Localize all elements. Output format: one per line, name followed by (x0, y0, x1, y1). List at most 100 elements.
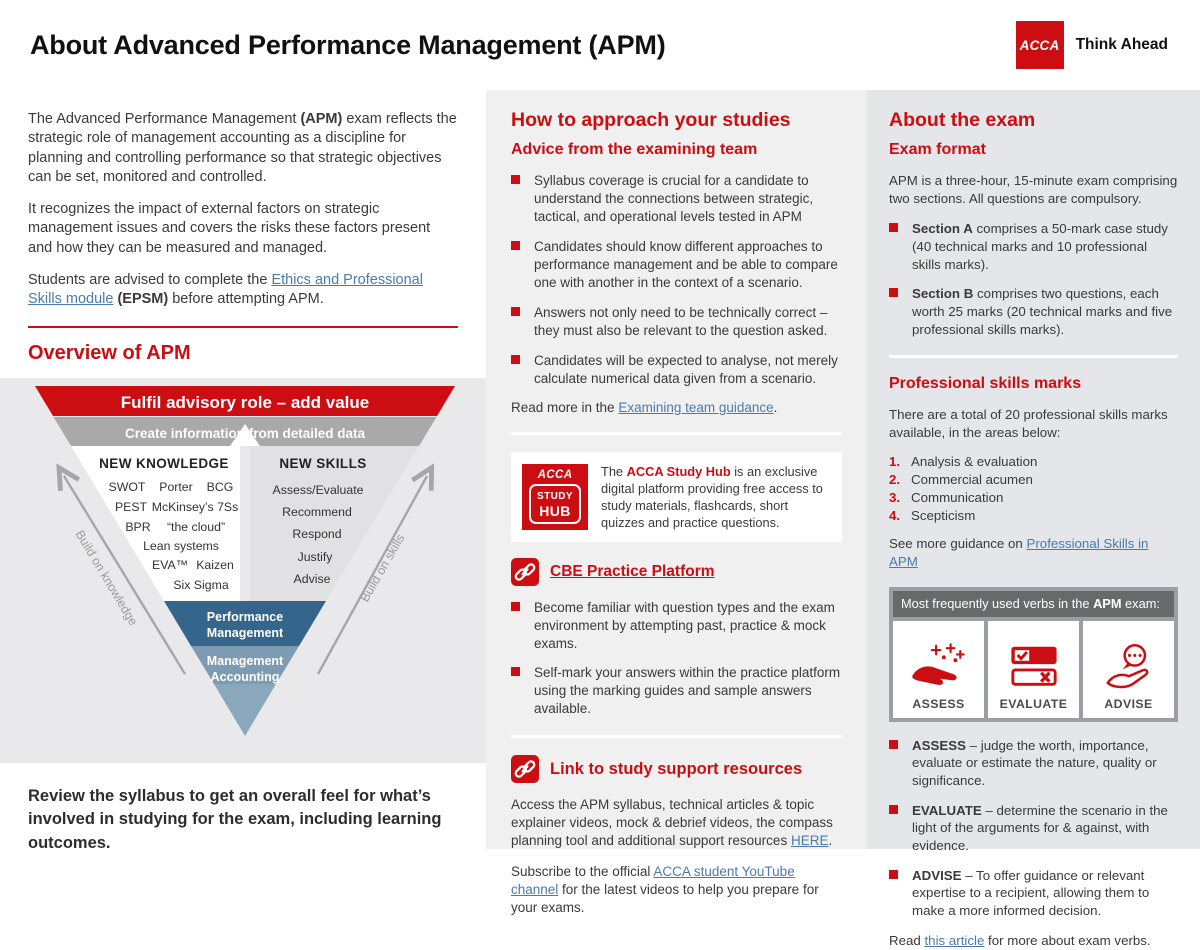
read-more-line: Read more in the Examining team guidance… (511, 400, 842, 415)
hand-sparkles-icon (911, 642, 965, 685)
epsm-link[interactable]: Ethics and Professional Skills module (28, 271, 423, 308)
advise-label: ADVISE (1104, 696, 1153, 711)
study-hub-logo-acca: ACCA (537, 468, 573, 481)
skills-item: Advise (294, 572, 331, 586)
knowledge-item: Kaizen (196, 558, 234, 572)
assess-definition: ASSESS – judge the worth, importance, ev… (889, 737, 1178, 790)
intro-paragraph-2: It recognizes the impact of external fac… (28, 201, 431, 256)
performance-management-label: Management (207, 626, 284, 640)
new-skills-title: NEW SKILLS (279, 456, 366, 471)
skills-area-item: 2. Commercial acumen (889, 472, 1178, 487)
about-exam-heading: About the exam (889, 109, 1036, 131)
build-on-knowledge-arrow (64, 476, 187, 675)
resources-heading: Link to study support resources (550, 759, 803, 778)
this-article-link[interactable]: this article (924, 932, 985, 948)
read-more-post: . (773, 399, 778, 415)
here-link[interactable]: HERE (790, 833, 829, 849)
assess-cell: ASSESS (893, 620, 984, 718)
intro-section: The Advanced Performance Management (APM… (0, 90, 486, 365)
acca-logo-text: ACCA (1019, 37, 1060, 53)
res-p2-pre: Subscribe to the official (511, 864, 654, 880)
section-b-bullet: Section B comprises two questions, each … (889, 285, 1178, 338)
section-a-text: comprises a 50-mark case study (40 techn… (912, 221, 1168, 272)
knowledge-item: BPR (125, 520, 150, 534)
speech-bubble-hand-icon (1105, 643, 1148, 688)
skills-area-label: Analysis & evaluation (911, 454, 1038, 470)
advice-subheading: Advice from the examining team (511, 141, 758, 158)
skills-area-number: 4. (889, 508, 901, 524)
management-accounting-label: Accounting (211, 670, 280, 684)
build-on-skills-arrow (316, 476, 427, 675)
advise-def-bold: ADVISE (912, 867, 962, 883)
funnel-band1-label: Fulfil advisory role – add value (121, 393, 369, 412)
skills-item: Assess/Evaluate (273, 483, 364, 497)
study-hub-card: ACCA STUDY HUB The ACCA Study Hub is an … (511, 451, 842, 542)
funnel-svg: Fulfil advisory role – add value Create … (35, 385, 455, 736)
knowledge-item: Lean systems (143, 539, 219, 553)
exam-format-paragraph: APM is a three-hour, 15-minute exam comp… (889, 173, 1178, 207)
section-divider (511, 735, 842, 739)
knowledge-item: SWOT (109, 480, 146, 494)
checkbox-check-cross-icon (1010, 646, 1057, 686)
section-a-bold: Section A (912, 221, 973, 237)
advice-bullet-list: Syllabus coverage is crucial for a candi… (511, 172, 842, 388)
intro-paragraph-3: Students are advised to complete the Eth… (28, 271, 458, 310)
funnel-knowledge-area (71, 445, 240, 601)
section-a-bullet: Section A comprises a 50-mark case study… (889, 220, 1178, 273)
middle-column: How to approach your studies Advice from… (486, 90, 867, 915)
intro1-bold: (APM) (300, 111, 343, 127)
skills-area-label: Scepticism (911, 508, 976, 524)
verbs-header-bold: APM (1093, 595, 1122, 611)
skills-item: Justify (298, 550, 334, 564)
skills-item: Recommend (282, 505, 352, 519)
see-more-pre: See more guidance on (889, 536, 1027, 552)
overview-heading: Overview of APM (28, 341, 191, 364)
content-columns: The Advanced Performance Management (APM… (0, 90, 1200, 948)
advise-cell: ADVISE (1083, 620, 1174, 718)
exam-format-subheading: Exam format (889, 141, 986, 158)
assess-def-bold: ASSESS (912, 737, 966, 753)
cbe-bullet: Become familiar with question types and … (511, 599, 842, 653)
page-title: About Advanced Performance Management (A… (30, 29, 666, 60)
professional-skills-subheading: Professional skills marks (889, 375, 1082, 393)
cbe-practice-platform-link[interactable]: CBE Practice Platform (550, 562, 715, 580)
read-more-pre: Read more in the (511, 399, 619, 415)
exam-verbs-header: Most frequently used verbs in the APM ex… (893, 590, 1174, 617)
read-article-line: Read this article for more about exam ve… (889, 932, 1178, 950)
verbs-header-pre: Most frequently used verbs in the (901, 595, 1094, 611)
knowledge-item: Six Sigma (173, 578, 229, 592)
funnel-band-advisory (35, 385, 455, 416)
hub-pre: The (601, 463, 627, 479)
study-hub-logo: ACCA STUDY HUB (522, 463, 588, 530)
performance-management-label: Performance (207, 610, 283, 624)
resources-paragraph-1: Access the APM syllabus, technical artic… (511, 796, 842, 850)
examining-team-guidance-link[interactable]: Examining team guidance (618, 399, 774, 415)
exam-verbs-panel: Most frequently used verbs in the APM ex… (889, 586, 1178, 722)
section-b-bold: Section B (912, 286, 974, 302)
res-p1-post: . (828, 833, 833, 849)
acca-brand: ACCA Think Ahead (1015, 21, 1168, 69)
section-b-text: comprises two questions, each worth 25 m… (912, 286, 1173, 337)
resources-paragraph-2: Subscribe to the official ACCA student Y… (511, 863, 842, 917)
red-divider (28, 325, 458, 328)
funnel-performance-band (164, 600, 326, 646)
cbe-heading-row: CBE Practice Platform (511, 557, 842, 586)
advise-definition: ADVISE – To offer guidance or relevant e… (889, 867, 1178, 920)
evaluate-cell: EVALUATE (988, 620, 1079, 718)
skills-area-label: Communication (911, 490, 1004, 506)
study-hub-logo-hub: HUB (539, 502, 571, 519)
evaluate-label: EVALUATE (999, 696, 1068, 711)
professional-skills-link[interactable]: Professional Skills in APM (889, 536, 1149, 570)
skills-areas-list: 1. Analysis & evaluation 2. Commercial acu… (889, 454, 1178, 523)
funnel-center-notch (230, 423, 260, 446)
knowledge-item: “the cloud” (167, 520, 225, 534)
cbe-bullet-list: Become familiar with question types and … (511, 599, 842, 719)
left-column: The Advanced Performance Management (APM… (0, 90, 486, 852)
apm-funnel-diagram: Fulfil advisory role – add value Create … (0, 377, 486, 763)
advice-bullet: Answers not only need to be technically … (511, 304, 842, 340)
skills-area-item: 3. Communication (889, 490, 1178, 505)
acca-logo: ACCA (1015, 21, 1064, 69)
knowledge-item: PEST (115, 500, 148, 514)
page-header: About Advanced Performance Management (A… (0, 0, 1200, 90)
right-column: About the exam Exam format APM is a thre… (867, 90, 1200, 948)
